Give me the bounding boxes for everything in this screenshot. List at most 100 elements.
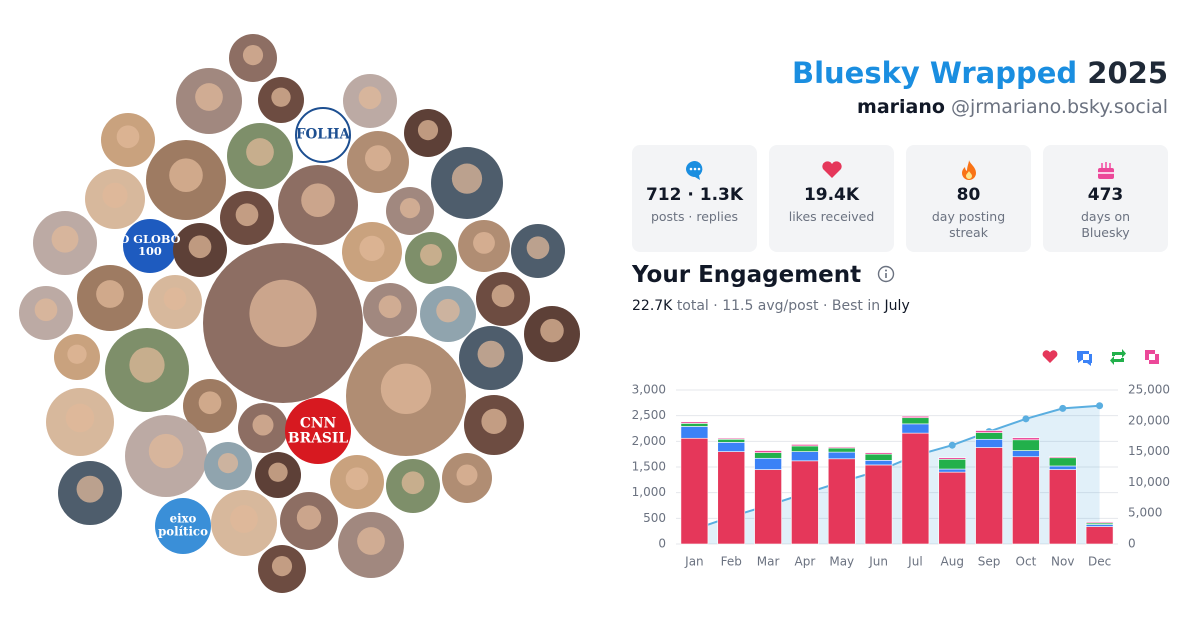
y2-tick-label: 5,000	[1128, 506, 1162, 520]
bar-segment	[1012, 437, 1040, 441]
cumulative-area	[694, 405, 1100, 544]
stat-label: days on Bluesky	[1080, 209, 1131, 240]
display-name: mariano	[857, 96, 945, 118]
stat-card: 19.4K likes received	[769, 145, 894, 252]
logo-text: 100	[138, 244, 162, 258]
title: Bluesky Wrapped 2025	[792, 56, 1168, 90]
x-tick-label: Oct	[1016, 555, 1037, 569]
stat-value: 19.4K	[803, 185, 860, 205]
avatar-face	[67, 344, 87, 364]
avatar-face	[456, 464, 478, 486]
avatar-face	[76, 475, 104, 503]
bar-segment	[717, 438, 746, 443]
total-label: total	[676, 298, 709, 314]
bar-segment	[754, 450, 782, 453]
y2-tick-label: 25,000	[1128, 383, 1170, 397]
x-tick-label: Mar	[757, 555, 780, 569]
legend-icon	[1077, 351, 1092, 366]
header: Bluesky Wrapped 2025 mariano @jrmariano.b…	[792, 56, 1168, 118]
bar-segment	[975, 430, 1003, 433]
bar-segment	[938, 468, 967, 473]
bar-segment	[791, 460, 819, 545]
legend-item[interactable]	[1145, 350, 1159, 364]
y-tick-label: 500	[643, 511, 666, 525]
legend-item[interactable]	[1042, 350, 1058, 363]
y2-tick-label: 0	[1128, 537, 1136, 551]
avatar-face	[169, 158, 203, 192]
line-point	[1059, 404, 1067, 412]
stat-label: day posting streak	[931, 209, 1006, 240]
x-tick-label: Jun	[868, 555, 888, 569]
avatar-face	[217, 453, 239, 474]
legend-item[interactable]	[1110, 349, 1126, 365]
bar-segment	[1085, 522, 1114, 525]
x-tick-label: Jul	[907, 555, 922, 569]
avatar-face	[491, 284, 515, 308]
avatar-face	[188, 235, 212, 259]
x-tick-label: Jan	[684, 555, 704, 569]
bar-segment	[791, 445, 819, 452]
avatar-face	[481, 408, 507, 434]
best-month: July	[884, 298, 910, 314]
legend-item[interactable]	[1077, 351, 1092, 366]
x-tick-label: Dec	[1088, 555, 1111, 569]
avatar-face	[195, 83, 223, 111]
y-tick-label: 0	[658, 537, 666, 551]
user: mariano @jrmariano.bsky.social	[792, 96, 1168, 118]
y2-tick-label: 15,000	[1128, 444, 1170, 458]
avatar-face	[378, 295, 402, 319]
avatar-face	[235, 203, 259, 227]
bar-segment	[827, 447, 856, 453]
avatar-face	[246, 138, 274, 166]
separator: ·	[713, 298, 718, 314]
avatar-face	[526, 236, 550, 260]
avatar-face	[473, 231, 495, 254]
bar-segment	[938, 471, 967, 545]
bar-segment	[864, 460, 893, 466]
bar-segment	[827, 446, 856, 449]
bar-segment	[827, 458, 856, 545]
logo-text: CNN	[300, 415, 337, 431]
bar-segment	[791, 451, 819, 462]
avatar-face	[268, 462, 288, 482]
bar-segment	[754, 469, 782, 545]
bar-segment	[975, 438, 1003, 448]
avatar-face	[540, 318, 564, 343]
y-tick-label: 1,000	[632, 485, 666, 499]
bar-segment	[1012, 450, 1040, 458]
stat-card: 473 days on Bluesky	[1043, 145, 1168, 252]
y2-tick-label: 10,000	[1128, 475, 1170, 489]
x-tick-label: Feb	[721, 555, 742, 569]
bar-segment	[827, 451, 856, 460]
avatar-face	[230, 505, 258, 533]
logo-text: eixo	[170, 512, 197, 526]
info-icon[interactable]	[877, 265, 895, 283]
avatar-face	[102, 182, 128, 208]
avatar-face	[399, 198, 421, 219]
bar-segment	[754, 452, 782, 459]
line-point	[1022, 415, 1030, 423]
avatar	[285, 398, 351, 464]
bar-segment	[864, 464, 893, 545]
avatar-face	[417, 120, 439, 141]
avatar-face	[359, 235, 385, 261]
bar-segment	[1012, 456, 1040, 545]
icon	[961, 160, 976, 180]
bar-segment	[680, 423, 709, 427]
bar-segment	[901, 417, 930, 425]
icon	[685, 161, 702, 180]
icon	[821, 161, 842, 178]
avatar-face	[129, 347, 165, 383]
stat-value: 712 · 1.3K	[645, 185, 744, 205]
y2-tick-label: 20,000	[1128, 413, 1170, 427]
avatar-face	[271, 87, 291, 107]
bar-segment	[901, 415, 930, 419]
cumulative-line	[694, 404, 1100, 531]
avatar	[295, 107, 351, 163]
y-tick-label: 2,500	[632, 408, 666, 422]
bar-segment	[901, 423, 930, 434]
bar-segment	[754, 457, 782, 470]
icon	[1097, 162, 1114, 179]
